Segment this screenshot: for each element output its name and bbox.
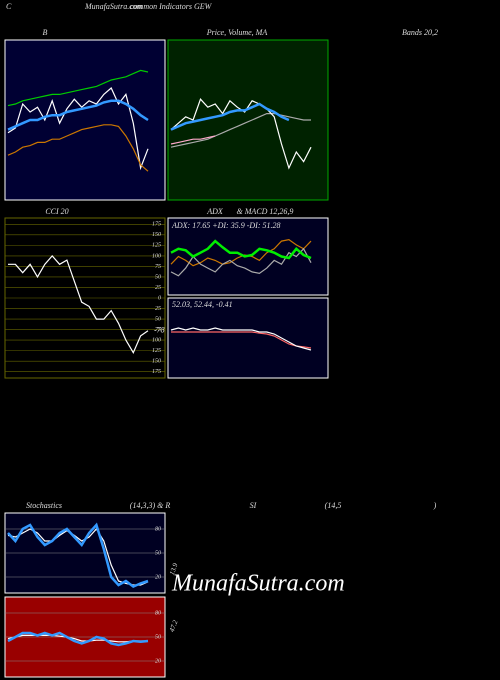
series-line — [7, 634, 148, 643]
series-line — [7, 87, 149, 171]
y-tick-label: 150 — [152, 232, 161, 238]
series-line — [7, 631, 149, 647]
panel-title: (14,5 — [325, 501, 342, 510]
series-line — [7, 99, 149, 131]
y-tick-label: 75 — [155, 327, 161, 333]
value-label: 13.9 — [168, 562, 180, 577]
y-tick-label: 25 — [155, 285, 161, 291]
subtitle: common Indicators GEW — [130, 2, 213, 11]
y-tick-label: 80 — [155, 610, 161, 616]
panel-title: ADX — [206, 207, 224, 216]
series-line — [170, 113, 311, 148]
panel-title: & MACD 12,26,9 — [237, 207, 294, 216]
series-line — [7, 522, 149, 589]
panel-title: B — [43, 28, 48, 37]
panel-title: ) — [433, 501, 437, 510]
panel-title: CCI 20 — [45, 207, 68, 216]
y-tick-label: 175 — [152, 222, 161, 228]
series-line — [7, 69, 149, 107]
y-tick-label: 20 — [155, 658, 161, 664]
y-tick-label: 125 — [152, 348, 161, 354]
value-label: ADX: 17.65 +DI: 35.9 -DI: 51.28 — [171, 221, 281, 230]
series-line — [170, 247, 312, 277]
y-tick-label: 80 — [155, 526, 161, 532]
y-tick-label: 75 — [155, 264, 161, 270]
series-line — [7, 124, 149, 172]
y-tick-label: 0 — [158, 295, 161, 301]
series-line — [170, 238, 312, 267]
y-tick-label: 25 — [155, 306, 161, 312]
watermark: MunafaSutra.com — [171, 571, 345, 597]
panel-title: SI — [250, 501, 257, 510]
panel-title: Price, Volume, MA — [206, 28, 268, 37]
value-label: 47.2 — [168, 619, 180, 634]
series-line — [170, 327, 312, 351]
series-line — [170, 102, 290, 131]
series-line — [170, 135, 216, 145]
y-tick-label: 125 — [152, 243, 161, 249]
value-label: 52.03, 52.44, -0.41 — [172, 300, 233, 309]
panel-title: Stochastics — [26, 501, 62, 510]
y-tick-label: 20 — [155, 574, 161, 580]
y-tick-label: 50 — [155, 316, 161, 322]
y-tick-label: 50 — [155, 550, 161, 556]
series-line — [8, 254, 149, 355]
corner-label: C — [6, 2, 12, 11]
site-name: MunafaSutra.com — [84, 2, 143, 11]
panel-title: (14,3,3) & R — [130, 501, 171, 510]
y-tick-label: 150 — [152, 359, 161, 365]
y-tick-label: 100 — [152, 337, 161, 343]
panel — [167, 297, 329, 379]
y-tick-label: 50 — [155, 274, 161, 280]
value-label: -78 — [154, 326, 165, 335]
y-tick-label: 175 — [152, 369, 161, 375]
series-line — [171, 331, 312, 349]
y-tick-label: 50 — [155, 634, 161, 640]
y-tick-label: 100 — [152, 253, 161, 259]
series-line — [170, 239, 312, 260]
panel-title: Bands 20,2 — [402, 28, 438, 37]
